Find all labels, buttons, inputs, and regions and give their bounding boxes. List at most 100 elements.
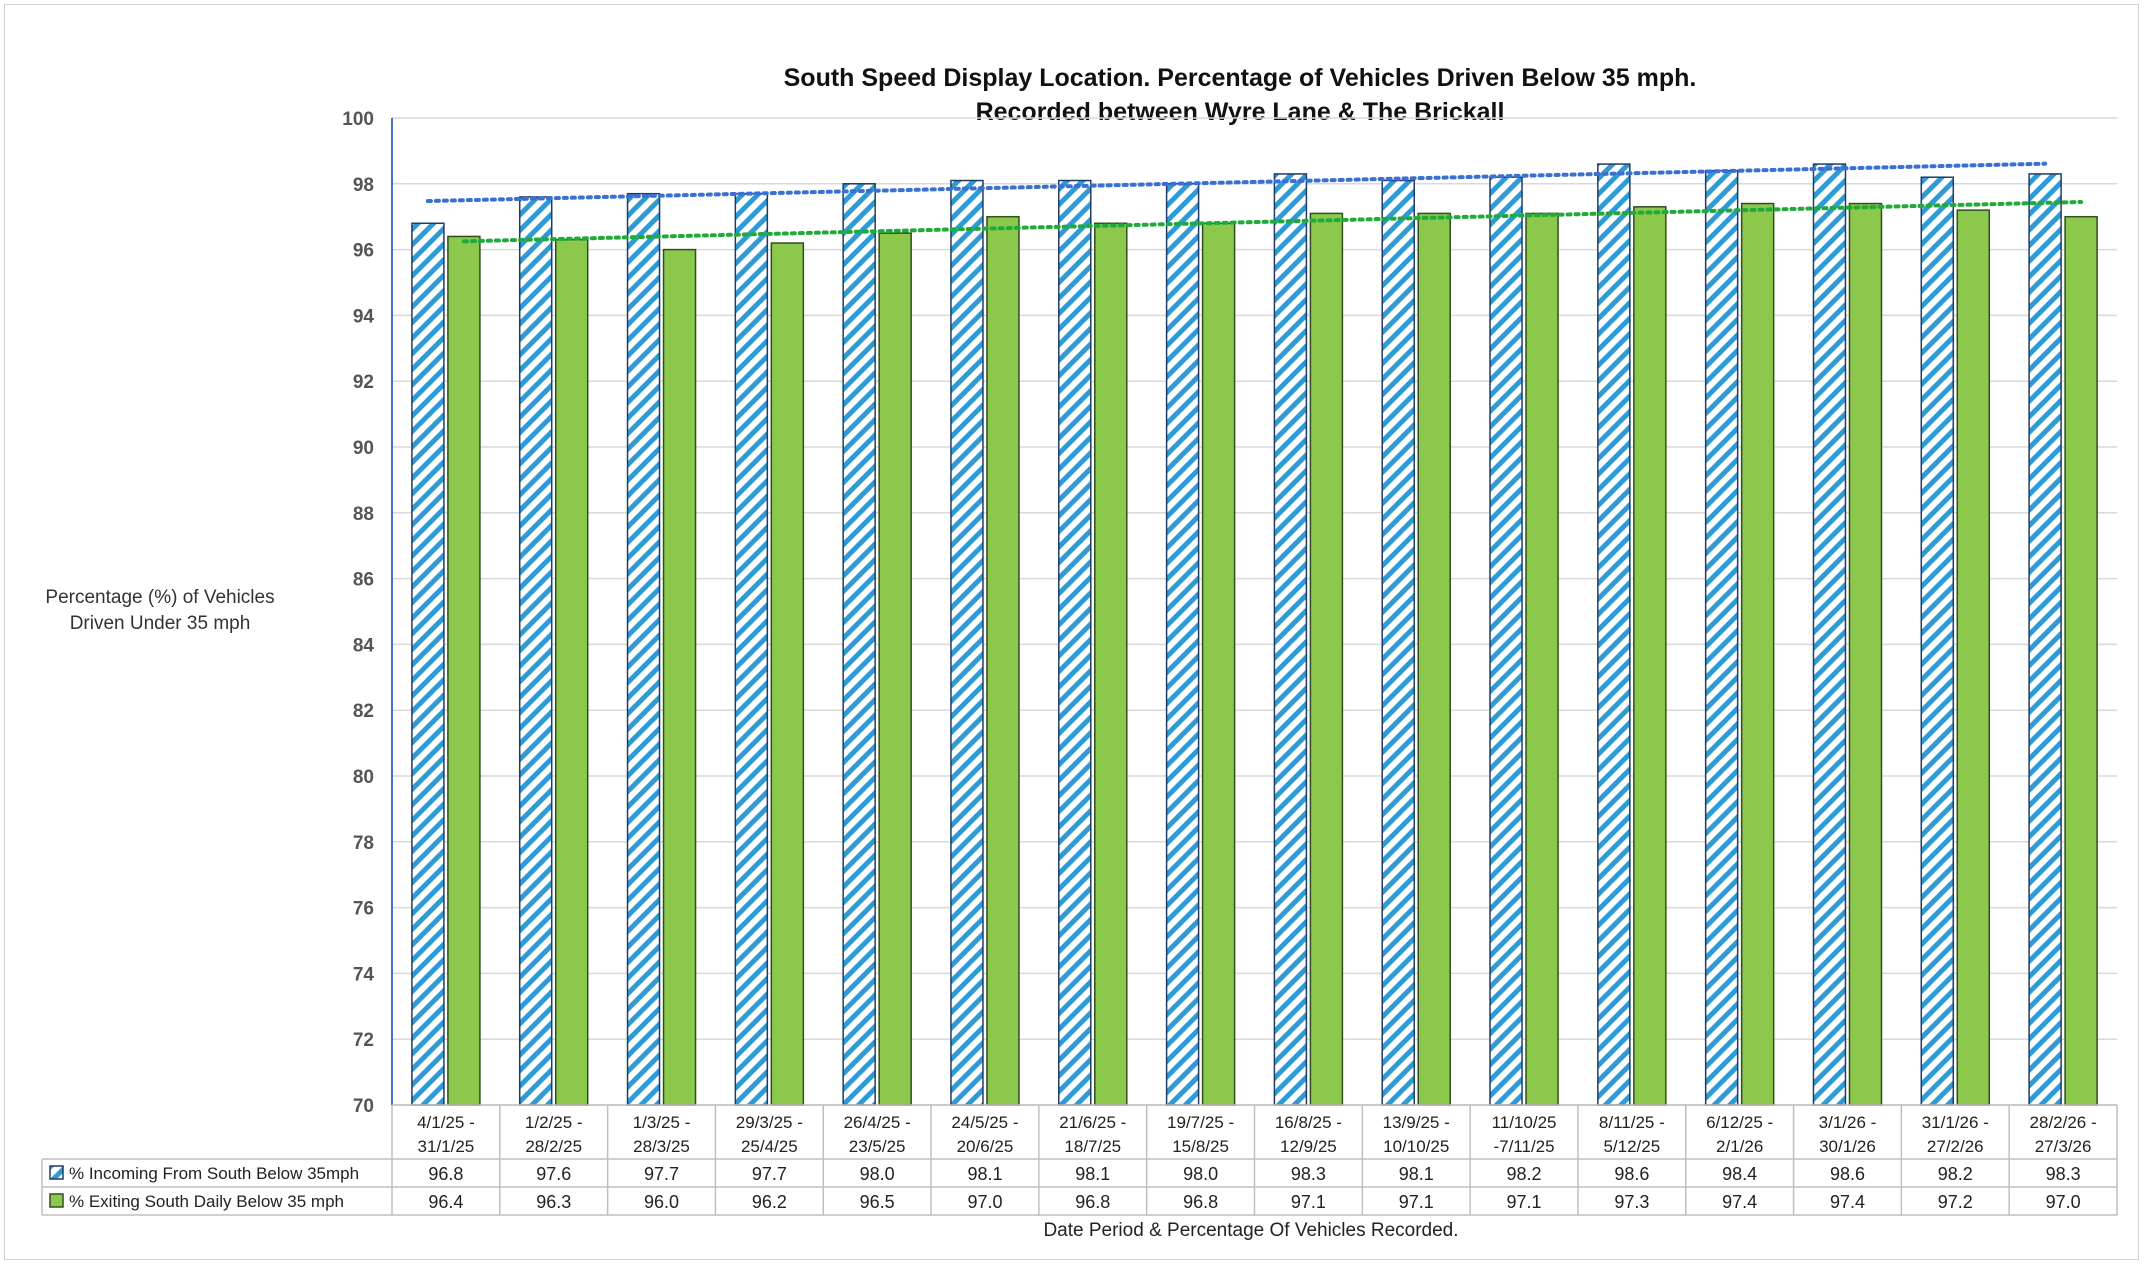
x-tick-label: 28/3/25 [633, 1137, 690, 1156]
bar-exiting [2064, 215, 2098, 1106]
bar-exiting [878, 232, 912, 1106]
legend-swatch-incoming [49, 1165, 64, 1180]
y-tick-label: 90 [353, 438, 374, 459]
table-value: 97.7 [752, 1164, 787, 1184]
x-tick-label: 4/1/25 - [417, 1113, 475, 1132]
x-tick-label: 13/9/25 - [1383, 1113, 1450, 1132]
x-tick-label: 6/12/25 - [1706, 1113, 1773, 1132]
x-tick-label: 26/4/25 - [844, 1113, 911, 1132]
x-tick-label: 27/3/26 [2035, 1137, 2092, 1156]
y-tick-label: 80 [353, 767, 374, 788]
y-tick-label: 96 [353, 241, 374, 262]
x-tick-label: -7/11/25 [1493, 1137, 1554, 1156]
axes: 70 72 74 76 78 80 82 84 86 88 90 92 94 96 98 100 [342, 109, 393, 1117]
y-tick-label: 92 [353, 372, 374, 393]
x-tick-label: 21/6/25 - [1059, 1113, 1126, 1132]
x-tick-label: 3/1/26 - [1819, 1113, 1877, 1132]
bar-incoming [1489, 176, 1523, 1106]
table-value: 98.3 [2046, 1164, 2081, 1184]
bar-exiting [986, 215, 1020, 1106]
y-tick-label: 76 [353, 899, 374, 920]
table-value: 96.4 [428, 1192, 463, 1212]
bar-exiting [1848, 202, 1883, 1106]
bar-exiting [447, 235, 481, 1106]
table-value: 97.2 [1938, 1192, 1973, 1212]
x-tick-label: 31/1/25 [418, 1137, 475, 1156]
table-value: 98.1 [967, 1164, 1002, 1184]
bar-incoming [411, 222, 445, 1106]
table-value: 98.4 [1722, 1164, 1757, 1184]
bar-exiting [1309, 212, 1344, 1106]
y-tick-label: 82 [353, 701, 374, 722]
legend-swatch-exiting [49, 1193, 64, 1208]
bar-exiting [1525, 212, 1559, 1106]
x-tick-label: 18/7/25 [1064, 1137, 1121, 1156]
trendline-incoming [425, 161, 2048, 204]
y-tick-label: 86 [353, 570, 374, 591]
table-value: 98.2 [1507, 1164, 1542, 1184]
y-axis-label: Percentage (%) of Vehicles Driven Under … [45, 587, 275, 634]
x-tick-label: 23/5/25 [849, 1137, 906, 1156]
x-tick-label: 11/10/25 [1492, 1113, 1557, 1132]
x-tick-label: 12/9/25 [1280, 1137, 1337, 1156]
bar-exiting [1201, 222, 1236, 1106]
bar-incoming [1165, 183, 1200, 1106]
bar-exiting [662, 248, 697, 1106]
table-value: 97.6 [536, 1164, 571, 1184]
x-tick-label: 19/7/25 - [1167, 1113, 1234, 1132]
table-value: 96.8 [428, 1164, 463, 1184]
y-tick-label: 72 [353, 1030, 374, 1051]
table-value: 96.8 [1075, 1192, 1110, 1212]
chart-frame [4, 4, 2139, 1260]
x-tick-label: 8/11/25 - [1599, 1113, 1665, 1132]
table-value: 96.5 [860, 1192, 895, 1212]
bar-incoming [1812, 163, 1847, 1106]
bar-incoming [626, 192, 661, 1106]
bar-incoming [1273, 173, 1308, 1106]
bar-exiting [554, 238, 589, 1106]
bar-exiting [1740, 202, 1775, 1106]
y-tick-label: 74 [353, 964, 375, 985]
x-tick-label: 2/1/26 [1716, 1137, 1763, 1156]
x-tick-label: 29/3/25 - [736, 1113, 803, 1132]
table-value: 98.6 [1614, 1164, 1649, 1184]
table-value: 96.0 [644, 1192, 679, 1212]
x-tick-label: 30/1/26 [1819, 1137, 1876, 1156]
bar-incoming [1597, 163, 1631, 1106]
bar-incoming [518, 196, 553, 1106]
x-axis-label: Date Period & Percentage Of Vehicles Rec… [1043, 1220, 1458, 1241]
table-value: 98.3 [1291, 1164, 1326, 1184]
trendline-exiting [461, 199, 2084, 244]
bar-incoming [1058, 179, 1092, 1106]
bar-incoming [1704, 169, 1739, 1106]
bar-incoming [842, 183, 876, 1106]
x-tick-label: 16/8/25 - [1275, 1113, 1342, 1132]
x-tick-label: 1/2/25 - [525, 1113, 583, 1132]
table-value: 98.6 [1830, 1164, 1865, 1184]
x-tick-label: 20/6/25 [957, 1137, 1014, 1156]
x-tick-label: 1/3/25 - [633, 1113, 691, 1132]
bar-exiting [1633, 206, 1667, 1106]
y-tick-label: 78 [353, 833, 374, 854]
chart-subtitle: Recorded between Wyre Lane & The Brickal… [976, 98, 1505, 126]
table-value: 97.7 [644, 1164, 679, 1184]
table-value: 97.1 [1399, 1192, 1434, 1212]
table-value: 97.0 [2046, 1192, 2081, 1212]
table-value: 98.2 [1938, 1164, 1973, 1184]
table-value: 97.1 [1291, 1192, 1326, 1212]
bar-incoming [1381, 179, 1415, 1106]
y-tick-label: 88 [353, 504, 374, 525]
table-value: 98.0 [860, 1164, 895, 1184]
bars [411, 163, 2098, 1106]
bar-incoming [950, 179, 984, 1106]
x-tick-label: 28/2/25 [525, 1137, 582, 1156]
x-tick-label: 27/2/26 [1927, 1137, 1984, 1156]
y-tick-label: 70 [353, 1096, 374, 1117]
table-value: 97.1 [1507, 1192, 1542, 1212]
x-tick-label: 31/1/26 - [1922, 1113, 1989, 1132]
trendlines [425, 161, 2084, 244]
x-tick-label: 28/2/26 - [2030, 1113, 2097, 1132]
table-value: 97.4 [1830, 1192, 1865, 1212]
y-tick-label: 100 [342, 109, 374, 130]
bar-incoming [2028, 173, 2062, 1106]
